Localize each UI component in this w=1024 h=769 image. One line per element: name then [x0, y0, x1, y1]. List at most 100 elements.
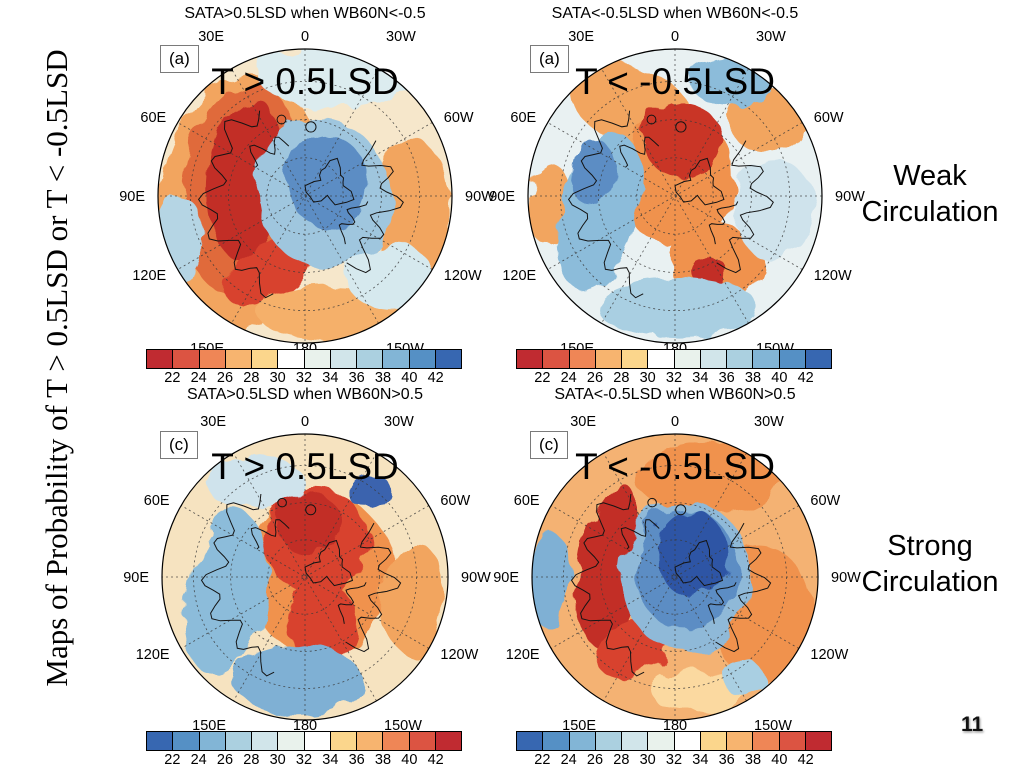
colorbar-tick: 24 — [560, 370, 577, 386]
colorbar: 22 24 26 28 30 32 34 36 38 40 42 — [516, 349, 832, 387]
colorbar-swatch — [330, 350, 357, 368]
map-graticule — [162, 434, 448, 720]
colorbar-swatch — [543, 732, 570, 750]
colorbar-tick: 28 — [613, 752, 630, 768]
colorbar-tick: 38 — [374, 370, 392, 386]
colorbar-tick: 30 — [269, 370, 286, 386]
colorbar-tick: 30 — [639, 752, 656, 768]
colorbar-swatch — [700, 350, 727, 368]
colorbar-tick: 40 — [401, 370, 418, 386]
weak-line2: Circulation — [861, 196, 999, 228]
map-blobs — [532, 439, 813, 713]
colorbar-tick: 32 — [665, 370, 683, 386]
map-ring-label: 150E — [192, 718, 226, 734]
map-ring-label: 60W — [444, 110, 474, 126]
colorbar-tick: 42 — [427, 752, 444, 768]
colorbar-swatch — [304, 732, 331, 750]
colorbar-swatch — [779, 350, 806, 368]
map-ring-label: 120E — [132, 268, 166, 284]
map-ring-label: 150E — [562, 718, 596, 734]
colorbar-tick: 26 — [216, 752, 234, 768]
map-title: SATA<-0.5LSD when WB60N<-0.5 — [551, 5, 799, 22]
colorbar-tick: 26 — [586, 752, 604, 768]
colorbar-swatches — [516, 731, 832, 751]
colorbar-swatch — [805, 732, 831, 750]
colorbar-tick: 40 — [771, 752, 788, 768]
map-ring-label: 90W — [831, 570, 861, 586]
colorbar-tick: 32 — [295, 370, 313, 386]
colorbar-tick: 26 — [216, 370, 234, 386]
colorbar: 22 24 26 28 30 32 34 36 38 40 42 — [146, 731, 462, 769]
map-ring-label: 30E — [570, 414, 596, 430]
map-blobs — [184, 454, 446, 715]
colorbar-swatch — [517, 732, 544, 750]
map-ring-label: 30E — [198, 29, 224, 45]
map-ring-label: 120W — [440, 647, 478, 663]
map-outline — [161, 433, 449, 721]
map-ring-label: 180 — [293, 718, 317, 734]
colorbar-swatch — [252, 732, 279, 750]
colorbar-tick: 30 — [639, 370, 656, 386]
colorbar-swatch — [595, 732, 622, 750]
map-fill-area — [158, 49, 452, 343]
colorbar-swatch — [805, 350, 831, 368]
map-fill-area — [528, 49, 822, 343]
colorbar-swatch — [700, 732, 727, 750]
map-title: SATA>0.5LSD when WB60N>0.5 — [187, 386, 423, 403]
map-ring-label: 30W — [384, 414, 414, 430]
colorbar: 22 24 26 28 30 32 34 36 38 40 42 — [516, 731, 832, 769]
colorbar-tick: 34 — [322, 370, 339, 386]
map-ring-label: 120W — [444, 268, 482, 284]
colorbar-tick: 22 — [534, 752, 551, 768]
map-ring-label: 30E — [568, 29, 594, 45]
colorbar-tick: 34 — [692, 370, 709, 386]
colorbar-swatch — [330, 732, 357, 750]
colorbar-ticks: 22 24 26 28 30 32 34 36 38 40 42 — [146, 751, 462, 769]
map-graticule — [532, 434, 818, 720]
map-ring-label: 30W — [754, 414, 784, 430]
colorbar-tick: 24 — [190, 752, 207, 768]
strong-line1: Strong — [887, 530, 973, 562]
colorbar-swatch — [252, 350, 279, 368]
panel-tag: (a) — [160, 45, 199, 73]
map-ring-label: 0 — [671, 414, 679, 430]
colorbar-tick: 40 — [401, 752, 418, 768]
map-outline — [157, 48, 453, 344]
map-ring-label: 60W — [440, 493, 470, 509]
colorbar: 22 24 26 28 30 32 34 36 38 40 42 — [146, 349, 462, 387]
colorbar-tick: 28 — [613, 370, 630, 386]
colorbar-swatch — [147, 732, 174, 750]
map-ring-label: 120W — [814, 268, 852, 284]
colorbar-swatch — [357, 350, 384, 368]
map-ring-label: 90E — [119, 189, 145, 205]
map-outline — [527, 48, 823, 344]
map-fill-area — [162, 434, 448, 720]
colorbar-swatch — [648, 350, 675, 368]
colorbar-swatch — [278, 732, 305, 750]
colorbar-tick: 22 — [164, 370, 181, 386]
colorbar-swatch — [753, 732, 780, 750]
map-ring-label: 90W — [465, 189, 495, 205]
map-ring-label: 90E — [123, 570, 149, 586]
map-ring-label: 180 — [663, 718, 687, 734]
map-ring-label: 60W — [814, 110, 844, 126]
colorbar-swatch — [595, 350, 622, 368]
colorbar-swatch — [199, 350, 226, 368]
colorbar-swatch — [173, 350, 200, 368]
map-coastlines — [570, 493, 772, 677]
colorbar-tick: 28 — [243, 370, 260, 386]
colorbar-swatch — [225, 732, 252, 750]
map-ring-label: 120E — [502, 268, 536, 284]
map-ring-label: 120E — [136, 647, 170, 663]
map-ring-label: 120W — [810, 647, 848, 663]
colorbar-tick: 26 — [586, 370, 604, 386]
colorbar-tick: 36 — [348, 752, 365, 768]
colorbar-tick: 36 — [718, 752, 735, 768]
map-title: SATA<-0.5LSD when WB60N>0.5 — [554, 386, 796, 403]
greenland-outline — [674, 539, 724, 587]
map-ring-label: 30W — [386, 29, 416, 45]
strong-line2: Circulation — [861, 566, 999, 598]
colorbar-tick: 36 — [348, 370, 365, 386]
